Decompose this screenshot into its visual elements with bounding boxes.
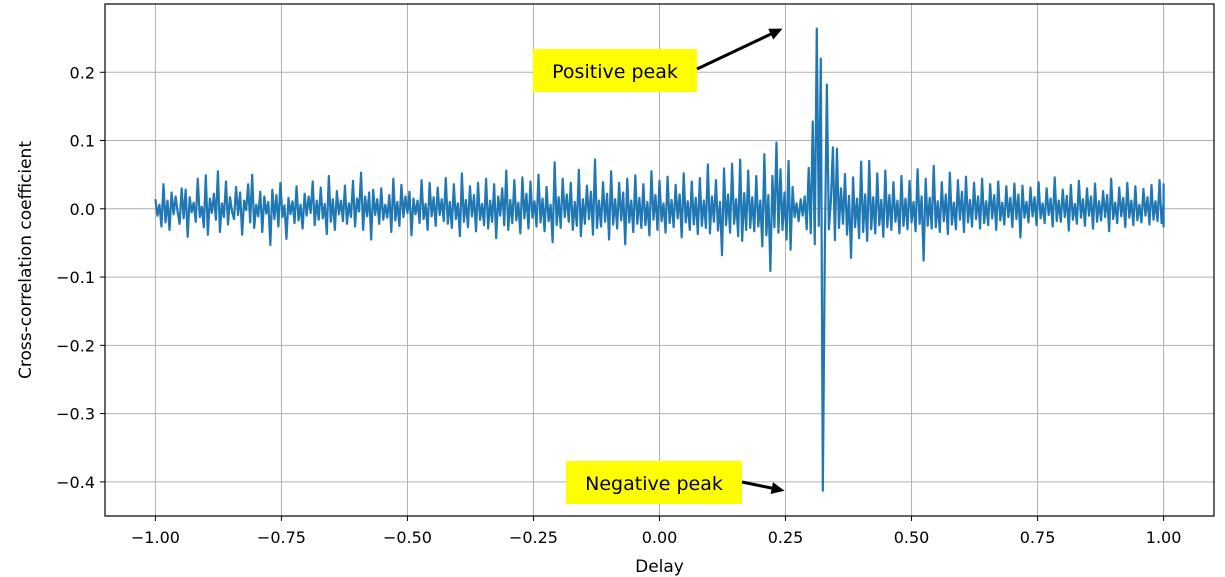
y-axis-label: Cross-correlation coefficient: [16, 141, 36, 379]
x-tick-label: −1.00: [131, 528, 180, 547]
x-tick-label: −0.75: [257, 528, 306, 547]
annotation-arrow-shaft: [696, 32, 772, 71]
annotation-box: [566, 461, 742, 504]
x-tick-label: 0.75: [1020, 528, 1056, 547]
x-tick-label: −0.50: [383, 528, 432, 547]
y-tick-label: 0.0: [70, 200, 95, 219]
x-tick-label: 0.25: [768, 528, 804, 547]
annotation-arrow-head: [768, 28, 783, 40]
annotations: Positive peak Negative peak: [533, 28, 785, 504]
y-tick-label: −0.4: [56, 473, 95, 492]
series-layer: [154, 27, 1165, 492]
x-tick-label: 1.00: [1146, 528, 1182, 547]
y-tick-label: 0.2: [70, 63, 95, 82]
y-tick-label: −0.1: [56, 268, 95, 287]
annotation-arrow-shaft: [741, 480, 773, 490]
x-tick-label: 0.50: [894, 528, 930, 547]
ticks: −1.00 −0.75 −0.50 −0.25 0.00 0.25 0.50 0.75 1.00…: [56, 63, 1181, 547]
annotation-positive-peak: Positive peak: [533, 28, 783, 92]
y-tick-label: −0.3: [56, 405, 95, 424]
x-tick-label: 0.00: [642, 528, 678, 547]
x-tick-label: −0.25: [509, 528, 558, 547]
annotation-box: [533, 49, 697, 92]
annotation-negative-peak: Negative peak: [566, 461, 785, 504]
y-tick-label: −0.2: [56, 336, 95, 355]
x-axis-label: Delay: [635, 557, 684, 577]
y-tick-label: 0.1: [70, 132, 95, 151]
annotation-label: Negative peak: [585, 473, 723, 495]
annotation-arrow-head: [770, 482, 785, 495]
annotation-label: Positive peak: [552, 61, 678, 83]
series-line-cross-correlation: [154, 27, 1165, 492]
